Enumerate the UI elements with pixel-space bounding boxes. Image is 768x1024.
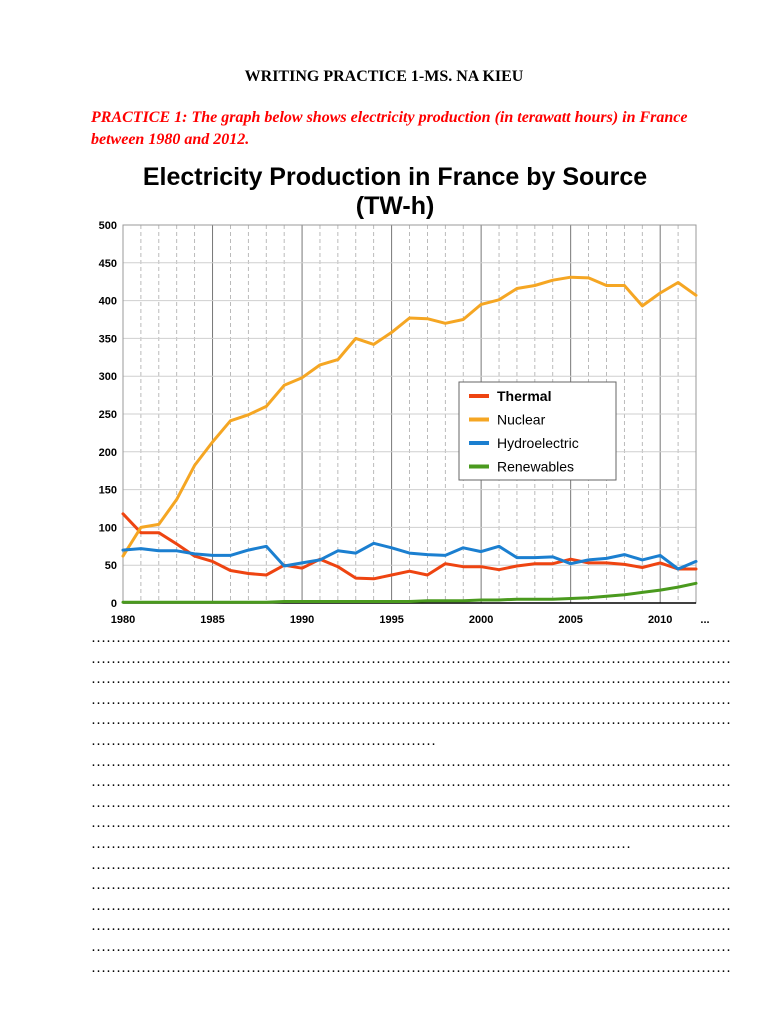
answer-line: ……………………………………………………………………………………………………………	[91, 774, 731, 791]
chart-subtitle: (TW-h)	[355, 192, 435, 220]
chart-legend: Thermal Nuclear Hydroelectric Renewables	[458, 381, 617, 481]
y-tick-label: 250	[99, 409, 117, 421]
x-tick-label: ...	[700, 614, 709, 626]
y-tick-label: 0	[111, 598, 117, 610]
legend-label-renewables: Renewables	[497, 459, 574, 475]
series-line-thermal	[121, 512, 698, 581]
x-tick-label: 1985	[200, 614, 224, 626]
series-line-nuclear	[121, 275, 698, 558]
answer-line: ……………………………………………………………………………………………………………	[91, 650, 731, 667]
answer-line: ……………………………………………………………………………………………………………	[91, 671, 731, 688]
x-tick-label: 1980	[111, 614, 135, 626]
answer-line: ……………………………………………………………………………………………………………	[91, 753, 731, 770]
answer-line: ……………………………………………………………………………………………………………	[91, 712, 731, 729]
y-tick-label: 200	[99, 447, 117, 459]
y-tick-label: 150	[99, 485, 117, 497]
answer-line: ……………………………………………………………………………………………………………	[91, 959, 731, 976]
chart-series	[121, 275, 698, 604]
series-line-hydroelectric	[121, 541, 698, 571]
y-tick-label: 350	[99, 333, 117, 345]
answer-line: ……………………………………………………………………………………………………………	[91, 918, 731, 935]
answer-line: ……………………………………………………………………………………………………………	[91, 691, 731, 708]
answer-line: ……………………………………………………………………………………………………………	[91, 938, 731, 955]
answer-line: ……………………………………………………………………………………………………………	[91, 856, 731, 873]
x-tick-label: 1995	[379, 614, 403, 626]
chart-ticks: 0 50 100 150 200 250 300 350 400 450 500 1980 1985 19…	[99, 220, 710, 626]
chart-grid	[122, 224, 697, 604]
legend-label-hydroelectric: Hydroelectric	[497, 435, 579, 451]
answer-line: ……………………………………………………………………………………………………………	[91, 630, 731, 646]
answer-line: ……………………………………………………………………………………………………………	[91, 877, 731, 894]
series-line-renewables	[121, 581, 698, 604]
legend-label-nuclear: Nuclear	[497, 412, 546, 428]
line-chart: 0 50 100 150 200 250 300 350 400 450 500 1980 1985 19…	[99, 220, 710, 626]
worksheet-title: WRITING PRACTICE 1-MS. NA KIEU	[244, 68, 524, 85]
y-tick-label: 300	[99, 371, 117, 383]
y-tick-label: 400	[99, 296, 117, 308]
answer-lines: ……………………………………………………………………………………………………………	[91, 628, 731, 978]
y-tick-label: 100	[99, 522, 117, 534]
chart-title: Electricity Production in France by Sour…	[142, 163, 648, 191]
answer-line: ……………………………………………………………………………………………………………	[91, 815, 731, 832]
practice-prompt: PRACTICE 1: The graph below shows electr…	[91, 109, 688, 148]
answer-line: ……………………………………………………………………………………………………………	[91, 897, 731, 914]
chart-title-block: Electricity Production in France by Sour…	[60, 163, 730, 221]
x-tick-label: 1990	[290, 614, 314, 626]
answer-line: ………………………………………………………………………………………………	[91, 835, 631, 852]
y-tick-label: 50	[105, 560, 117, 572]
x-tick-label: 2010	[648, 614, 672, 626]
legend-label-thermal: Thermal	[497, 388, 551, 404]
legend-box	[458, 381, 617, 481]
y-tick-label: 450	[99, 258, 117, 270]
answer-line: ……………………………………………………………………………………………………………	[91, 794, 731, 811]
x-tick-label: 2005	[558, 614, 582, 626]
answer-line: ……………………………………………………………	[91, 732, 436, 749]
y-tick-label: 500	[99, 220, 117, 232]
x-tick-label: 2000	[469, 614, 493, 626]
